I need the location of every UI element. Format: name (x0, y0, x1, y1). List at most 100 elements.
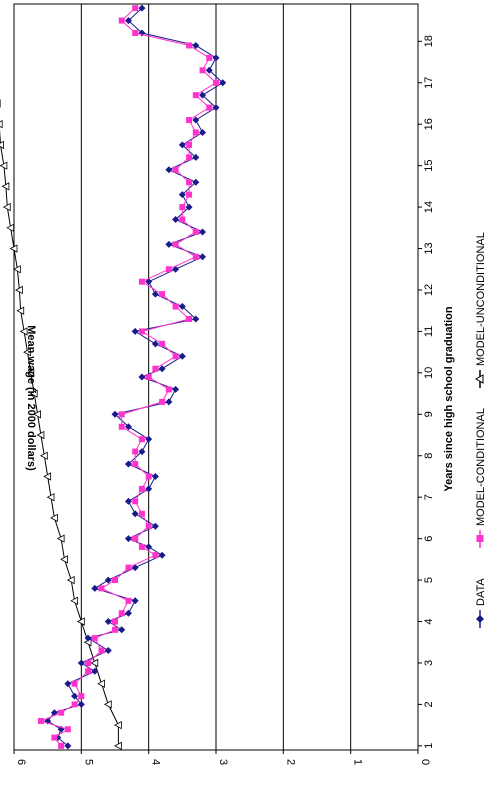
data-point (77, 700, 85, 708)
x-tick-label: 4 (423, 618, 435, 624)
data-point (145, 435, 153, 443)
data-point (118, 17, 125, 24)
data-point (186, 315, 193, 322)
data-point (145, 485, 153, 493)
data-point (138, 543, 145, 550)
x-tick-label: 12 (423, 284, 435, 296)
data-point (124, 497, 132, 505)
legend-label-model-unconditional: MODEL-UNCONDITIONAL (475, 232, 487, 366)
data-point (138, 485, 145, 492)
data-point (124, 609, 132, 617)
x-tick-label: 6 (423, 536, 435, 542)
data-point (132, 448, 139, 455)
y-tick-label: 0 (419, 759, 431, 765)
legend-item-data: DATA (475, 578, 487, 628)
data-point (19, 327, 28, 336)
data-point (138, 436, 145, 443)
series-data (44, 4, 227, 750)
data-point (97, 679, 105, 688)
data-point (125, 597, 132, 604)
data-point (159, 398, 166, 405)
data-point (138, 510, 145, 517)
data-point (199, 228, 207, 236)
data-point (39, 451, 48, 460)
data-point (132, 535, 139, 542)
data-point (131, 327, 139, 335)
data-point (37, 717, 44, 724)
data-point (178, 141, 186, 149)
data-point (98, 647, 105, 654)
data-point (58, 709, 65, 716)
data-point (118, 423, 125, 430)
data-point (50, 513, 58, 523)
data-point (145, 543, 153, 551)
legend-item-model-conditional: MODEL-CONDITIONAL (475, 408, 487, 548)
data-point (64, 726, 71, 733)
x-tick-label: 9 (423, 411, 435, 417)
data-point (192, 116, 200, 124)
data-point (145, 374, 152, 380)
data-point (165, 386, 172, 393)
legend-item-model-unconditional: MODEL-UNCONDITIONAL (474, 232, 487, 388)
x-tick-label: 5 (423, 577, 435, 583)
data-point (118, 626, 126, 634)
data-point (158, 551, 166, 559)
data-point (26, 368, 35, 378)
data-point (152, 365, 159, 372)
data-point (98, 585, 105, 592)
data-point (178, 191, 186, 199)
data-point (192, 315, 200, 323)
data-point (71, 680, 78, 687)
data-point (114, 741, 122, 751)
data-point (0, 120, 3, 129)
data-point (192, 129, 199, 136)
data-point (46, 493, 55, 502)
y-axis-title: Mean wage (in 2000 dollars) (25, 325, 37, 471)
data-point (192, 253, 199, 260)
data-point (138, 278, 145, 285)
x-tick-label: 15 (423, 160, 435, 172)
data-point (56, 534, 65, 543)
legend-marker-data (476, 615, 484, 623)
data-point (114, 720, 122, 730)
data-point (70, 596, 78, 605)
data-point (172, 166, 179, 173)
axes (13, 3, 422, 754)
data-point (91, 635, 98, 642)
gridlines (80, 4, 352, 750)
x-tick-label: 8 (423, 453, 435, 459)
x-tick-label: 14 (423, 201, 435, 213)
data-point (103, 700, 112, 709)
data-point (158, 365, 166, 373)
data-point (91, 667, 99, 675)
data-point (172, 303, 179, 310)
data-point (138, 328, 145, 335)
data-point (185, 203, 193, 211)
legend-label-model-conditional: MODEL-CONDITIONAL (475, 408, 487, 526)
data-point (124, 17, 132, 25)
data-point (151, 522, 159, 530)
data-point (165, 240, 173, 248)
data-point (172, 265, 180, 273)
data-point (58, 742, 65, 749)
data-point (178, 303, 186, 311)
x-tick-label: 18 (423, 35, 435, 47)
series-model-unconditional (0, 99, 122, 751)
data-point (145, 523, 152, 530)
data-point (78, 693, 85, 700)
data-point (90, 658, 99, 668)
data-point (111, 410, 119, 418)
data-point (199, 67, 206, 74)
data-point (138, 4, 146, 12)
data-point (151, 340, 159, 348)
data-point (213, 79, 219, 86)
data-point (192, 92, 199, 99)
legend: DATA MODEL-CONDITIONAL MODEL-UNCONDITION… (474, 232, 487, 628)
data-point (205, 66, 213, 74)
data-point (66, 575, 75, 585)
data-point (112, 618, 118, 625)
y-tick-label: 2 (284, 759, 296, 765)
data-point (179, 204, 186, 211)
data-point (172, 353, 179, 360)
data-point (132, 30, 139, 37)
